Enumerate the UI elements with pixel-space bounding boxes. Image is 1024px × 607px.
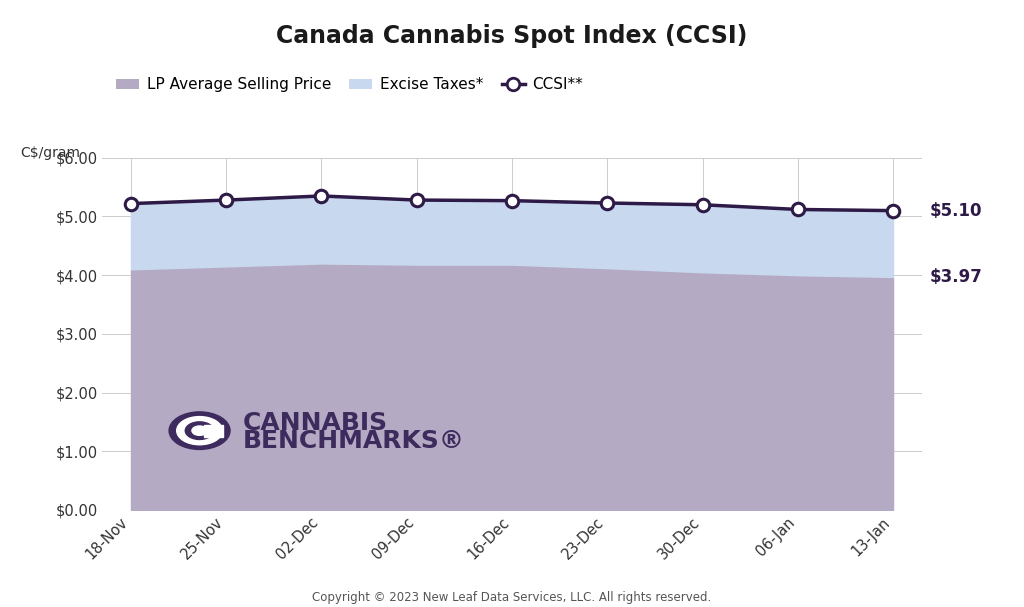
Circle shape xyxy=(177,416,222,445)
Circle shape xyxy=(191,426,207,435)
Text: $5.10: $5.10 xyxy=(930,202,982,220)
Circle shape xyxy=(185,422,214,439)
Text: Copyright © 2023 New Leaf Data Services, LLC. All rights reserved.: Copyright © 2023 New Leaf Data Services,… xyxy=(312,591,712,604)
Bar xyxy=(205,425,223,436)
Circle shape xyxy=(169,412,230,449)
Text: BENCHMARKS®: BENCHMARKS® xyxy=(243,429,465,453)
Legend: LP Average Selling Price, Excise Taxes*, CCSI**: LP Average Selling Price, Excise Taxes*,… xyxy=(110,72,589,98)
Text: Canada Cannabis Spot Index (CCSI): Canada Cannabis Spot Index (CCSI) xyxy=(276,24,748,49)
Text: $3.97: $3.97 xyxy=(930,268,983,286)
Text: CANNABIS: CANNABIS xyxy=(243,411,387,435)
Text: C$/gram: C$/gram xyxy=(20,146,81,160)
